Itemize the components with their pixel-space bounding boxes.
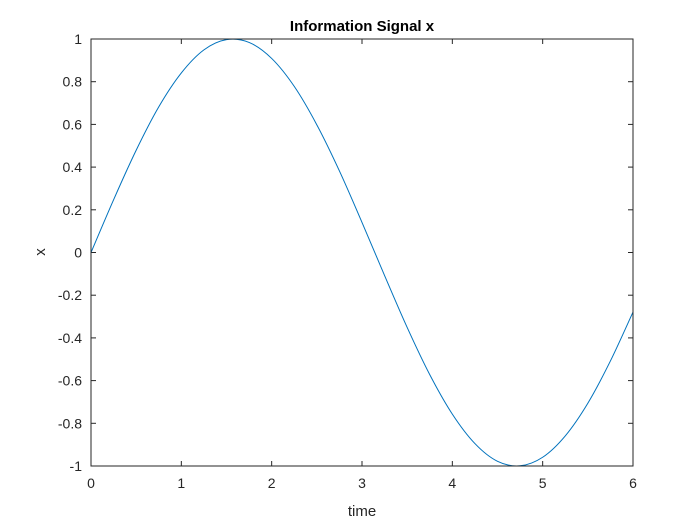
y-tick-label: 0 [74, 245, 82, 261]
x-tick-label: 3 [358, 475, 366, 491]
y-tick-label: -0.2 [58, 287, 82, 303]
plot-area [91, 39, 633, 466]
x-tick-label: 4 [448, 475, 456, 491]
plot-frame [90, 38, 634, 467]
x-axis-label: time [348, 503, 376, 520]
x-tick-label: 6 [629, 475, 637, 491]
y-tick-label: 0.6 [63, 116, 83, 132]
series-layer [90, 38, 634, 467]
x-tick-labels: 0 1 2 3 4 5 6 [87, 475, 637, 491]
x-tick-label: 2 [268, 475, 276, 491]
y-tick-label: -0.6 [58, 373, 82, 389]
y-axis-label: x [32, 248, 49, 256]
y-tick-label: 0.8 [63, 74, 83, 90]
y-tick-label: 0.2 [63, 202, 83, 218]
chart-title: Information Signal x [290, 18, 435, 35]
y-tick-label: -0.4 [58, 330, 82, 346]
x-tick-label: 1 [177, 475, 185, 491]
x-tick-label: 5 [539, 475, 547, 491]
series-line [90, 38, 634, 467]
y-tick-label: 0.4 [63, 159, 83, 175]
y-tick-labels: -1 -0.8 -0.6 -0.4 -0.2 0 0.2 0.4 0.6 0.8 1 [58, 31, 82, 474]
x-tick-label: 0 [87, 475, 95, 491]
y-tick-label: -1 [70, 458, 83, 474]
y-tick-label: 1 [74, 31, 82, 47]
y-tick-label: -0.8 [58, 415, 82, 431]
